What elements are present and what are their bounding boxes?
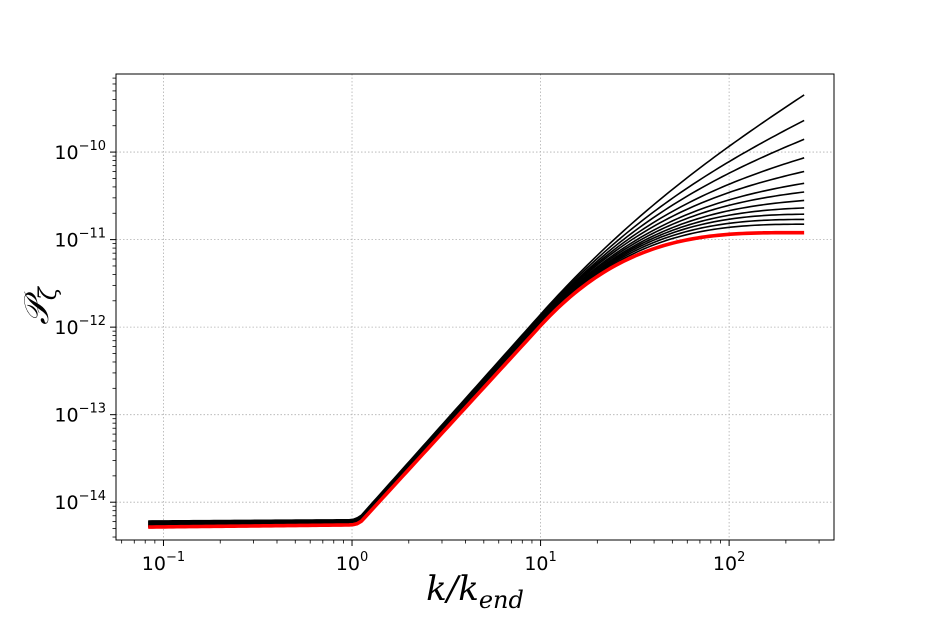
x-tick-exp: 2 <box>737 550 745 565</box>
plot-frame <box>115 73 835 541</box>
y-axis-label: 𝒫ζ <box>17 285 62 325</box>
y-tick-label: 10−12 <box>54 314 106 339</box>
x-axis-label: k/kend <box>426 569 524 614</box>
series-line <box>148 119 805 523</box>
x-tick-base: 10 <box>142 553 166 575</box>
series-line <box>148 138 805 524</box>
x-axis-label-sub: end <box>479 586 524 614</box>
series-line <box>148 199 805 527</box>
y-tick-base: 10 <box>54 317 78 339</box>
y-tick-base: 10 <box>54 230 78 252</box>
y-tick-exp: −11 <box>79 227 106 242</box>
x-tick-exp: 1 <box>549 550 557 565</box>
series-lines <box>148 94 805 529</box>
series-line <box>148 94 805 522</box>
series-line <box>148 191 805 526</box>
y-tick-exp: −10 <box>79 139 106 154</box>
y-tick-label: 10−10 <box>54 139 106 164</box>
x-axis-label-main: k/k <box>426 569 479 609</box>
grid-lines <box>116 74 834 540</box>
y-tick-base: 10 <box>54 405 78 427</box>
series-line <box>148 223 805 528</box>
y-tick-exp: −12 <box>79 314 106 329</box>
series-line <box>148 207 805 527</box>
series-line <box>148 218 805 528</box>
x-tick-base: 10 <box>336 553 360 575</box>
y-axis-label-sub: ζ <box>34 285 62 300</box>
series-line <box>148 182 805 526</box>
y-tick-label: 10−11 <box>54 227 106 252</box>
series-line <box>148 213 805 528</box>
x-tick-label: 100 <box>336 550 368 575</box>
y-tick-exp: −13 <box>79 402 106 417</box>
x-tick-label: 101 <box>524 550 556 575</box>
y-tick-label: 10−13 <box>54 402 106 427</box>
y-tick-base: 10 <box>54 142 78 164</box>
y-tick-label: 10−14 <box>54 489 106 514</box>
x-tick-exp: −1 <box>166 550 185 565</box>
x-tick-base: 10 <box>524 553 548 575</box>
y-tick-base: 10 <box>54 492 78 514</box>
series-line-highlight <box>148 230 805 529</box>
x-tick-exp: 0 <box>360 550 368 565</box>
x-tick-label: 102 <box>713 550 745 575</box>
y-tick-exp: −14 <box>79 489 106 504</box>
x-tick-base: 10 <box>713 553 737 575</box>
x-tick-label: 10−1 <box>142 550 185 575</box>
